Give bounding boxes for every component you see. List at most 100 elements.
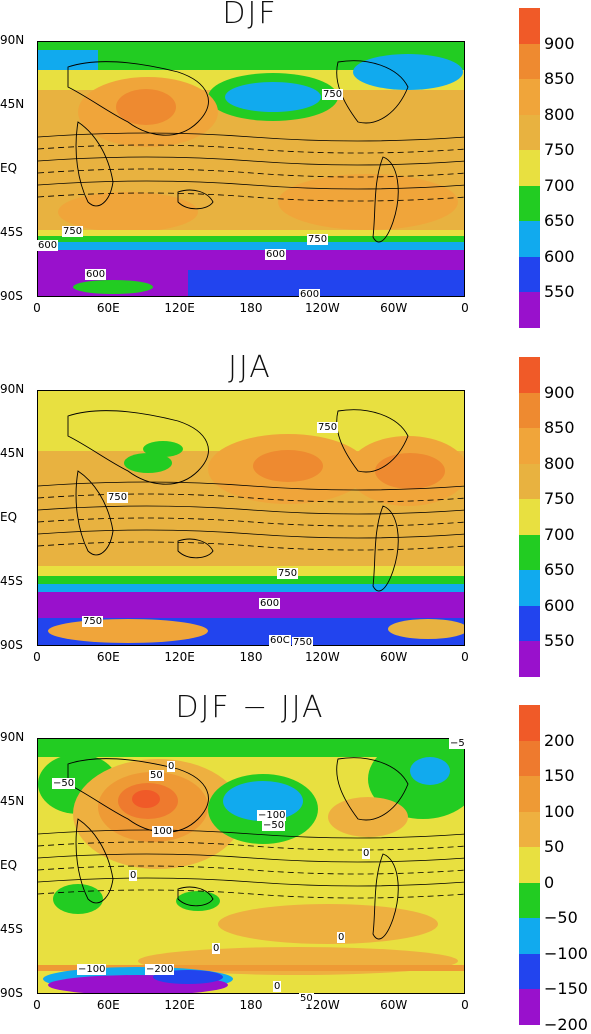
coastline (177, 886, 214, 907)
x-tick-label: 60E (96, 650, 120, 664)
x-tick-label: 60W (380, 301, 408, 315)
colorbar-swatch (519, 150, 540, 186)
contour-label: 100 (152, 826, 174, 837)
colorbar-label: −100 (544, 943, 588, 963)
contour-line (38, 144, 464, 154)
contour-label: 0 (129, 870, 138, 881)
colorbar-label: 200 (544, 730, 575, 750)
colorbar-swatch (519, 882, 540, 919)
colorbar-swatch (519, 292, 540, 328)
coastline (372, 505, 399, 592)
field-patch (225, 82, 321, 112)
field-band (38, 739, 464, 757)
colorbar-swatch (519, 256, 540, 293)
map-field (38, 391, 464, 645)
contour-label: 0 (337, 932, 346, 943)
colorbar-swatch (519, 953, 540, 990)
coastline (67, 61, 209, 136)
contour-label: 750 (82, 616, 104, 627)
colorbar-swatch (519, 705, 540, 741)
panel-title: JJA (228, 350, 272, 385)
contour-label: −50 (52, 778, 76, 789)
field-band (38, 242, 464, 250)
colorbar-swatch (519, 185, 540, 222)
colorbar-label: 100 (544, 801, 575, 821)
x-tick-label: 60E (96, 301, 120, 315)
x-tick-label: 60W (380, 998, 408, 1012)
contour-label: 600 (259, 598, 281, 609)
y-tick-label: 90S (0, 289, 23, 303)
panel-jja: JJA (37, 350, 465, 646)
x-tick-label: 120W (304, 301, 340, 315)
x-tick-label: 60W (380, 650, 408, 664)
contour-label: 750 (317, 422, 339, 433)
colorbar (519, 357, 540, 677)
y-tick-label: 45S (0, 922, 23, 936)
field-patch (73, 280, 153, 294)
contour-line (38, 865, 464, 875)
contour-line (38, 168, 464, 178)
y-tick-label: 45S (0, 225, 23, 239)
field-band (38, 584, 464, 592)
colorbar (519, 8, 540, 328)
coastline (372, 853, 399, 940)
contour-label: −100 (77, 964, 107, 975)
field-patch (132, 790, 160, 808)
y-tick-label: EQ (0, 161, 18, 175)
colorbar-label: 750 (544, 140, 575, 160)
field-band (38, 965, 464, 971)
y-tick-label: 90N (0, 382, 25, 396)
field-band (38, 592, 464, 618)
field-patch (253, 450, 323, 482)
field-band (38, 236, 464, 242)
colorbar-swatch (519, 463, 540, 500)
colorbar-label: 550 (544, 282, 575, 302)
x-tick-label: 180 (239, 650, 263, 664)
colorbar-label: 650 (544, 560, 575, 580)
contour-line (38, 841, 464, 851)
panel-title: DJF (222, 0, 278, 31)
field-patch (388, 619, 464, 639)
contour-label: 0 (273, 981, 282, 992)
contour-label: 0 (362, 848, 371, 859)
field-patch (58, 192, 198, 232)
colorbar-label: −150 (544, 979, 588, 999)
colorbar-label: 700 (544, 524, 575, 544)
coastline (177, 189, 214, 210)
colorbar-swatch (519, 776, 540, 812)
field-patch (410, 757, 450, 785)
x-tick-label: 120W (304, 650, 340, 664)
field-patch (143, 441, 183, 457)
coastline (75, 818, 114, 904)
colorbar-label: 150 (544, 766, 575, 786)
field-band (38, 576, 464, 584)
panel-djf: DJF (0, 0, 591, 340)
coastline (67, 758, 209, 833)
contour-line (38, 829, 464, 839)
x-tick-label: 0 (461, 650, 469, 664)
colorbar-swatch (519, 79, 540, 115)
colorbar-label: 0 (544, 872, 555, 892)
contour-label: 750 (277, 568, 299, 579)
contour-line (38, 517, 464, 527)
field-patch (176, 891, 220, 911)
contour-label: 600 (37, 240, 59, 251)
x-tick-label: 180 (239, 301, 263, 315)
y-tick-label: 45N (0, 794, 25, 808)
x-tick-label: 0 (461, 301, 469, 315)
colorbar-label: 600 (544, 246, 575, 266)
x-tick-label: 0 (33, 650, 41, 664)
contour-label: 600 (265, 249, 287, 260)
x-tick-label: 0 (33, 301, 41, 315)
map-plot (37, 41, 465, 297)
x-tick-label: 120E (164, 650, 195, 664)
colorbar-label: 900 (544, 33, 575, 53)
colorbar-label: 800 (544, 453, 575, 473)
colorbar-label: 650 (544, 211, 575, 231)
colorbar-label: −50 (544, 908, 578, 928)
map-plot (37, 390, 465, 646)
contour-label: 50 (299, 993, 314, 1004)
field-band (188, 270, 464, 296)
y-tick-label: 90S (0, 638, 23, 652)
colorbar-swatch (519, 570, 540, 606)
